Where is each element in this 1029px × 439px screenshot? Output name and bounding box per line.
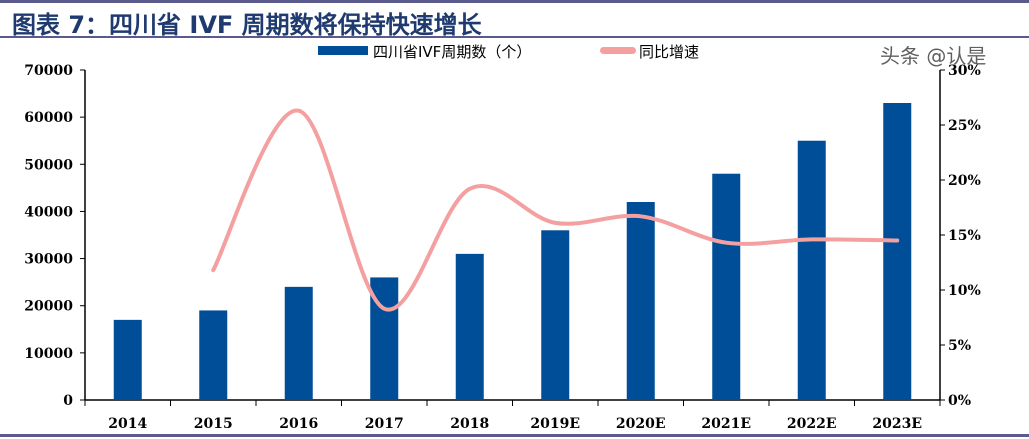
chart-title: 图表 7：四川省 IVF 周期数将保持快速增长 bbox=[12, 11, 482, 39]
x-tick-label: 2019E bbox=[530, 416, 580, 432]
legend-line-swatch bbox=[600, 47, 636, 54]
legend-bar-label: 四川省IVF周期数（个） bbox=[373, 43, 531, 61]
x-tick-label: 2015 bbox=[194, 416, 233, 432]
bar-2014 bbox=[113, 319, 142, 400]
growth-line bbox=[211, 108, 900, 312]
left-tick-label: 60000 bbox=[24, 110, 73, 126]
right-tick-label: 20% bbox=[948, 173, 981, 189]
x-tick-label: 2022E bbox=[787, 416, 837, 432]
x-tick-label: 2020E bbox=[616, 416, 666, 432]
left-tick-label: 40000 bbox=[24, 204, 73, 220]
left-tick-label: 0 bbox=[63, 393, 73, 409]
x-tick-label: 2016 bbox=[279, 416, 318, 432]
bar-2019E bbox=[541, 230, 570, 400]
x-tick-label: 2018 bbox=[450, 416, 489, 432]
top-rule bbox=[0, 0, 1029, 3]
legend-line-label: 同比增速 bbox=[639, 43, 699, 61]
title-rule bbox=[0, 36, 1029, 38]
right-tick-label: 0% bbox=[948, 393, 971, 409]
x-tick-label: 2021E bbox=[701, 416, 751, 432]
right-tick-label: 10% bbox=[948, 283, 981, 299]
x-tick-label: 2014 bbox=[108, 416, 147, 432]
right-tick-label: 15% bbox=[948, 228, 981, 244]
right-tick-label: 5% bbox=[948, 338, 971, 354]
bar-2018 bbox=[455, 253, 484, 400]
left-tick-label: 10000 bbox=[24, 346, 73, 362]
bar-2022E bbox=[797, 140, 826, 400]
bar-2016 bbox=[284, 286, 313, 400]
x-tick-label: 2023E bbox=[872, 416, 922, 432]
watermark: 头条 @认是 bbox=[880, 44, 987, 68]
bar-2021E bbox=[712, 173, 741, 400]
left-tick-label: 70000 bbox=[24, 63, 73, 79]
bar-2015 bbox=[199, 310, 228, 400]
left-tick-label: 50000 bbox=[24, 157, 73, 173]
left-tick-label: 30000 bbox=[24, 252, 73, 268]
right-tick-label: 25% bbox=[948, 118, 981, 134]
x-tick-label: 2017 bbox=[365, 416, 404, 432]
right-tick-label: 30% bbox=[948, 63, 981, 79]
bar-2020E bbox=[626, 202, 655, 400]
left-tick-label: 20000 bbox=[24, 299, 73, 315]
legend-bar-swatch bbox=[318, 46, 368, 55]
bottom-rule bbox=[0, 434, 1029, 437]
bar-2023E bbox=[883, 103, 912, 400]
